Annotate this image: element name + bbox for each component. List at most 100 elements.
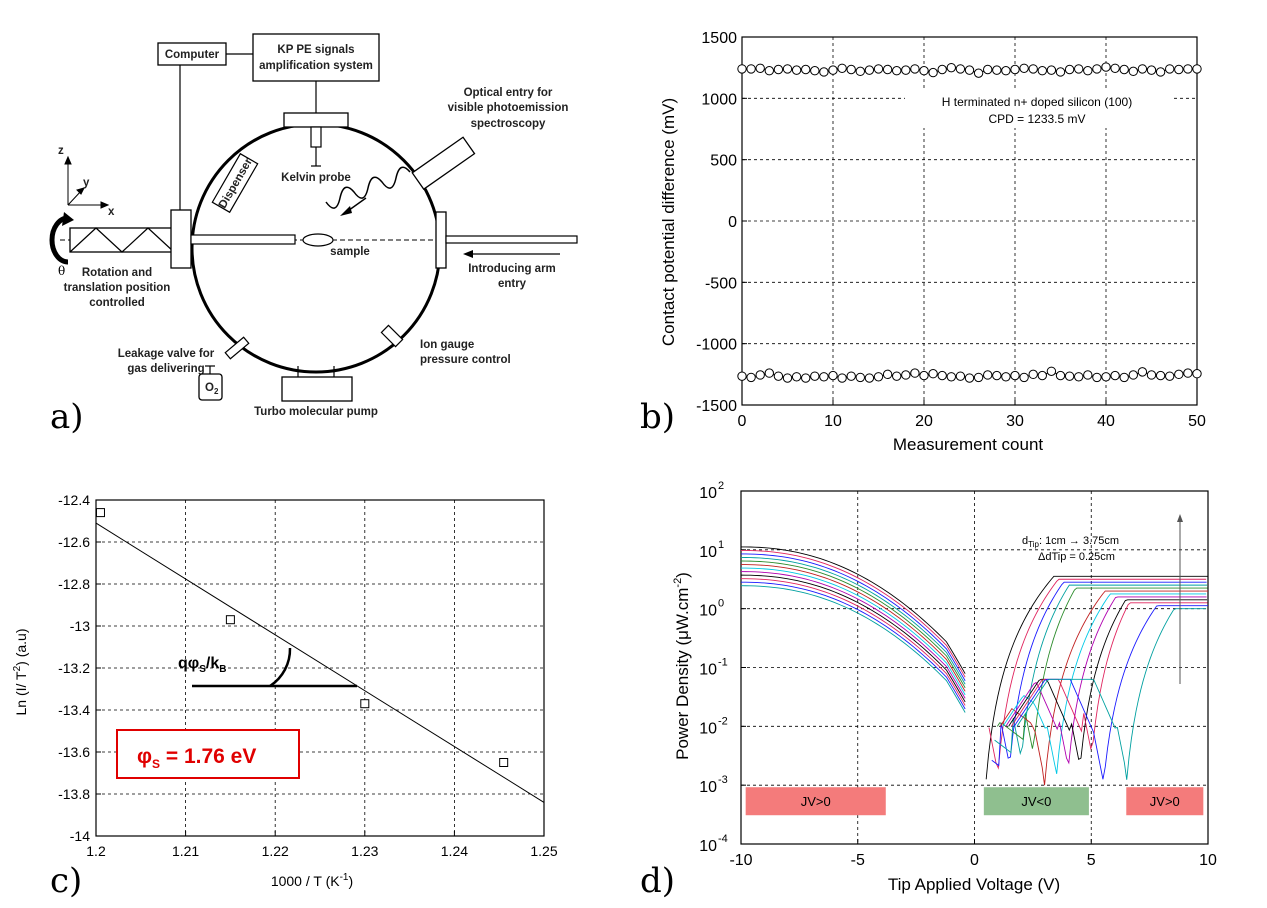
data-point bbox=[992, 65, 1002, 75]
data-point bbox=[882, 64, 893, 75]
data-point bbox=[1028, 64, 1038, 74]
y-tick-label: 10 bbox=[699, 662, 717, 679]
o2-cylinder bbox=[198, 373, 223, 401]
curve-right bbox=[994, 584, 1208, 756]
panel-label-b: b) bbox=[640, 397, 675, 437]
data-point bbox=[964, 373, 975, 383]
region-label: JV>0 bbox=[1150, 794, 1180, 809]
curve-left bbox=[740, 574, 966, 703]
x-tick-label: 1.25 bbox=[530, 843, 557, 859]
data-point bbox=[910, 368, 920, 378]
data-point bbox=[1055, 370, 1066, 381]
data-point bbox=[1092, 372, 1102, 383]
y-tick-label: 10 bbox=[699, 838, 717, 855]
x-tick-label: 0 bbox=[738, 413, 747, 430]
curve-left bbox=[740, 567, 966, 696]
chart-d-annotation-1: dTip: 1cm → 3.75cm bbox=[1022, 535, 1119, 549]
data-point bbox=[499, 758, 509, 767]
y-tick-exponent: -4 bbox=[718, 833, 728, 845]
data-point bbox=[973, 372, 984, 383]
data-point bbox=[1128, 370, 1139, 380]
arrhenius-chart: 1.2 1.21 1.22 1.23 1.24 1.25 -14 -13.8 -13.6 -13.… bbox=[58, 492, 558, 859]
data-point bbox=[901, 370, 911, 380]
turbo-pump bbox=[281, 376, 353, 402]
x-tick-label: 1.22 bbox=[262, 843, 289, 859]
curve-right bbox=[1013, 605, 1208, 780]
y-tick-label: -1500 bbox=[696, 398, 737, 415]
data-point bbox=[937, 370, 947, 381]
result-box bbox=[116, 729, 300, 779]
curve-left bbox=[740, 581, 966, 710]
panel-label-d: d) bbox=[640, 861, 675, 901]
data-point bbox=[928, 67, 938, 78]
region-label: JV<0 bbox=[1021, 794, 1051, 809]
data-point bbox=[737, 371, 747, 381]
curve-right bbox=[1016, 608, 1207, 780]
y-tick-label: 10 bbox=[699, 544, 717, 561]
chart-c-ylabel: Ln (I/ T2) (a.u) bbox=[12, 629, 29, 716]
data-point bbox=[864, 65, 875, 75]
data-point bbox=[973, 68, 984, 78]
chart-b-xlabel: Measurement count bbox=[893, 435, 1044, 454]
data-point bbox=[1119, 372, 1129, 383]
result-text: φS = 1.76 eV bbox=[137, 745, 256, 771]
y-tick-exponent: -2 bbox=[718, 715, 728, 727]
photon-wave bbox=[325, 166, 411, 209]
optical-label-3: spectroscopy bbox=[471, 118, 546, 130]
leakage-valve bbox=[224, 336, 250, 360]
data-point bbox=[801, 64, 811, 75]
ion-label-1: Ion gauge bbox=[420, 339, 474, 351]
data-point bbox=[819, 372, 829, 382]
y-tick-label: 10 bbox=[699, 720, 717, 737]
data-point bbox=[1110, 370, 1120, 381]
data-point bbox=[737, 64, 747, 74]
data-point bbox=[992, 370, 1002, 381]
data-point bbox=[1137, 64, 1148, 74]
curve-left bbox=[740, 571, 966, 699]
data-point bbox=[791, 372, 802, 382]
data-point bbox=[855, 66, 865, 77]
curve-left bbox=[740, 557, 966, 685]
data-point bbox=[1083, 370, 1093, 380]
theta-label: θ bbox=[58, 264, 65, 278]
data-point bbox=[1074, 64, 1084, 74]
data-point bbox=[892, 371, 902, 381]
x-tick-label: 1.23 bbox=[351, 843, 378, 859]
data-point bbox=[1101, 372, 1111, 382]
data-point bbox=[955, 64, 966, 74]
data-point bbox=[1155, 67, 1166, 77]
data-point bbox=[1064, 371, 1075, 381]
curve-left bbox=[740, 564, 966, 692]
data-point bbox=[782, 64, 793, 74]
x-tick-label: 30 bbox=[1006, 413, 1024, 430]
curve-right bbox=[997, 587, 1208, 749]
data-point bbox=[1192, 369, 1202, 379]
curve-right bbox=[1002, 593, 1207, 774]
introducing-arm-flange bbox=[435, 211, 447, 269]
data-point bbox=[819, 67, 829, 77]
coordinate-axes-icon bbox=[64, 155, 110, 209]
x-tick-label: 40 bbox=[1097, 413, 1115, 430]
intro-label-2: entry bbox=[498, 278, 527, 290]
y-tick-label: 10 bbox=[699, 603, 717, 620]
kelvin-probe-flange bbox=[283, 112, 349, 128]
data-point bbox=[810, 371, 820, 381]
data-point bbox=[1074, 372, 1084, 382]
data-point bbox=[837, 373, 847, 383]
y-tick-label: 10 bbox=[699, 779, 717, 796]
data-point bbox=[1001, 372, 1011, 382]
y-tick-label: -13.6 bbox=[58, 744, 90, 760]
data-point bbox=[1183, 64, 1193, 74]
data-point bbox=[855, 372, 865, 383]
x-tick-label: 50 bbox=[1188, 413, 1206, 430]
leak-label-2: gas delivering bbox=[127, 363, 204, 375]
axis-y-label: y bbox=[83, 177, 90, 189]
axis-z-label: z bbox=[58, 145, 64, 157]
data-point bbox=[864, 373, 875, 383]
data-point bbox=[837, 63, 847, 73]
ion-gauge bbox=[380, 324, 404, 348]
chart-b-annotation-1: H terminated n+ doped silicon (100) bbox=[942, 95, 1132, 109]
data-point bbox=[964, 65, 975, 75]
rotation-label-2: translation position bbox=[64, 282, 171, 294]
